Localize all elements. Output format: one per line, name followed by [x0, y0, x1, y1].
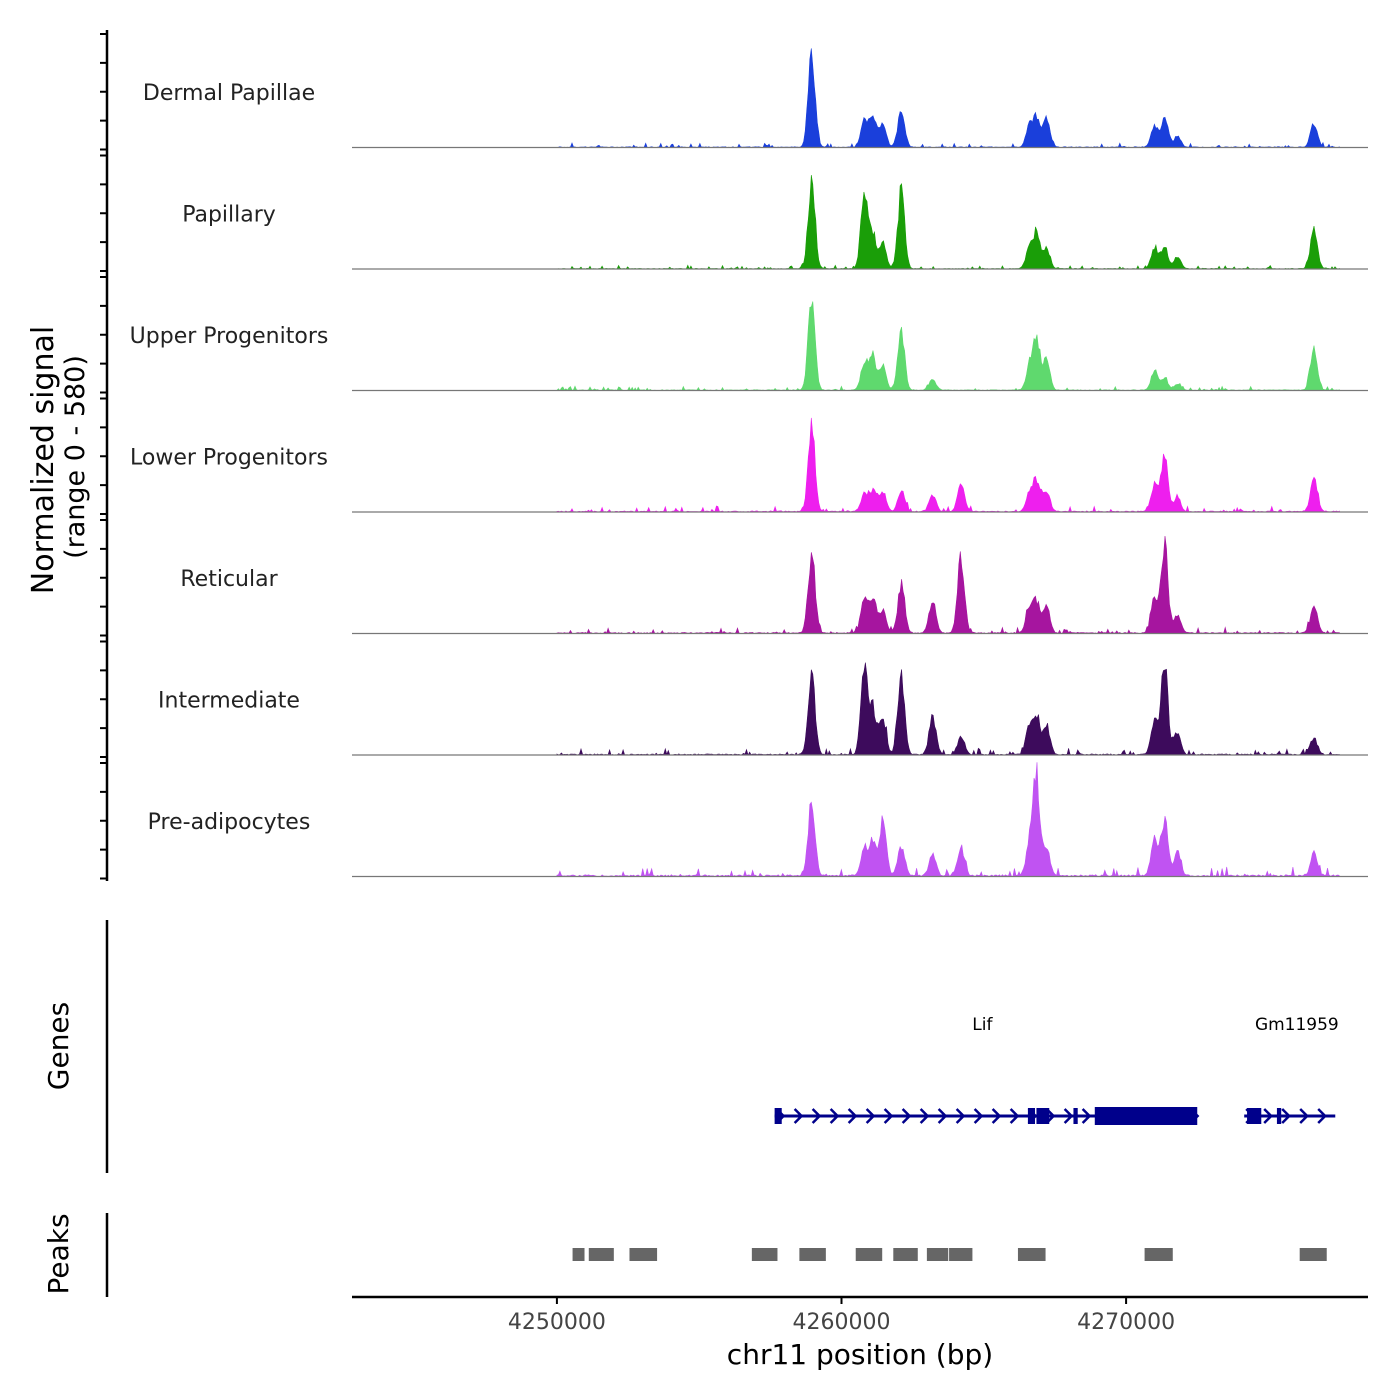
strand-arrow: [1299, 1108, 1309, 1124]
signal-area: [556, 301, 1340, 392]
strand-arrow: [937, 1108, 948, 1124]
strand-arrow: [829, 1108, 840, 1124]
exon: [1027, 1108, 1036, 1124]
peak-region: [629, 1248, 658, 1261]
track-label: Intermediate: [158, 689, 300, 714]
peak-region: [1017, 1248, 1046, 1261]
strand-arrow: [1263, 1108, 1273, 1124]
strand-arrow: [1281, 1108, 1291, 1124]
peak-region: [799, 1248, 826, 1261]
strand-arrow: [1009, 1108, 1020, 1124]
track-label: Upper Progenitors: [130, 324, 329, 349]
peak-track: [572, 1248, 1327, 1261]
track-intermediate: Intermediate: [158, 662, 1368, 756]
exon: [1073, 1108, 1078, 1124]
strand-arrow: [865, 1108, 876, 1124]
peak-region: [572, 1248, 585, 1261]
strand-arrow: [955, 1108, 966, 1124]
peak-region: [1144, 1248, 1173, 1261]
coverage-tracks: Dermal Papillae Papillary Upper Progenitor…: [130, 48, 1368, 878]
strand-arrow: [901, 1108, 912, 1124]
track-label: Reticular: [180, 567, 278, 592]
track-pre-adipocytes: Pre-adipocytes: [148, 762, 1368, 878]
peak-region: [926, 1248, 949, 1261]
signal-area: [556, 662, 1340, 756]
panel-y-axes: [100, 30, 109, 1297]
track-papillary: Papillary: [182, 174, 1368, 270]
peak-region: [893, 1248, 918, 1261]
y-axis-label: Normalized signal: [26, 326, 61, 594]
exon: [774, 1108, 782, 1124]
peak-region: [1299, 1248, 1327, 1261]
strand-arrow: [919, 1108, 930, 1124]
x-axis: 4250000 4260000 4270000: [352, 1295, 1368, 1335]
exon: [1036, 1108, 1050, 1124]
peak-region: [855, 1248, 883, 1261]
signal-area: [556, 535, 1340, 634]
track-reticular: Reticular: [180, 535, 1368, 635]
gene-lif: Lif: [774, 1015, 1200, 1125]
genes-panel-label: Genes: [42, 1002, 75, 1090]
strand-arrow: [793, 1108, 804, 1124]
x-tick-label: 4270000: [1077, 1310, 1175, 1335]
signal-area: [556, 417, 1340, 513]
peak-region: [949, 1248, 973, 1261]
x-tick-label: 4260000: [793, 1310, 891, 1335]
track-label: Papillary: [182, 203, 276, 228]
gene-track: Lif Gm11959: [774, 1015, 1339, 1125]
exon: [1247, 1108, 1262, 1124]
strand-arrow: [1063, 1108, 1074, 1124]
strand-arrow: [847, 1108, 858, 1124]
strand-arrow: [811, 1108, 822, 1124]
x-tick-label: 4250000: [508, 1310, 606, 1335]
gene-label: Lif: [972, 1015, 993, 1035]
signal-area: [556, 174, 1340, 270]
track-label: Pre-adipocytes: [148, 810, 311, 835]
gene-gm11959: Gm11959: [1244, 1015, 1339, 1124]
strand-arrow: [883, 1108, 894, 1124]
track-lower-progenitors: Lower Progenitors: [130, 417, 1368, 513]
peak-region: [751, 1248, 778, 1261]
strand-arrow: [973, 1108, 984, 1124]
signal-area: [556, 48, 1340, 149]
strand-arrow: [1081, 1108, 1092, 1124]
strand-arrow: [1317, 1108, 1327, 1124]
strand-arrow: [991, 1108, 1002, 1124]
track-label: Lower Progenitors: [130, 446, 328, 471]
peaks-panel-label: Peaks: [42, 1213, 75, 1294]
track-dermal-papillae: Dermal Papillae: [143, 48, 1368, 149]
peak-region: [588, 1248, 614, 1261]
track-label: Dermal Papillae: [143, 81, 315, 106]
gene-label: Gm11959: [1255, 1015, 1339, 1035]
exon: [1276, 1108, 1282, 1124]
exon: [1094, 1107, 1198, 1125]
x-axis-label: chr11 position (bp): [727, 1338, 993, 1371]
track-upper-progenitors: Upper Progenitors: [130, 301, 1368, 392]
y-axis-label-range: (range 0 - 580): [60, 355, 91, 559]
signal-area: [556, 762, 1340, 878]
